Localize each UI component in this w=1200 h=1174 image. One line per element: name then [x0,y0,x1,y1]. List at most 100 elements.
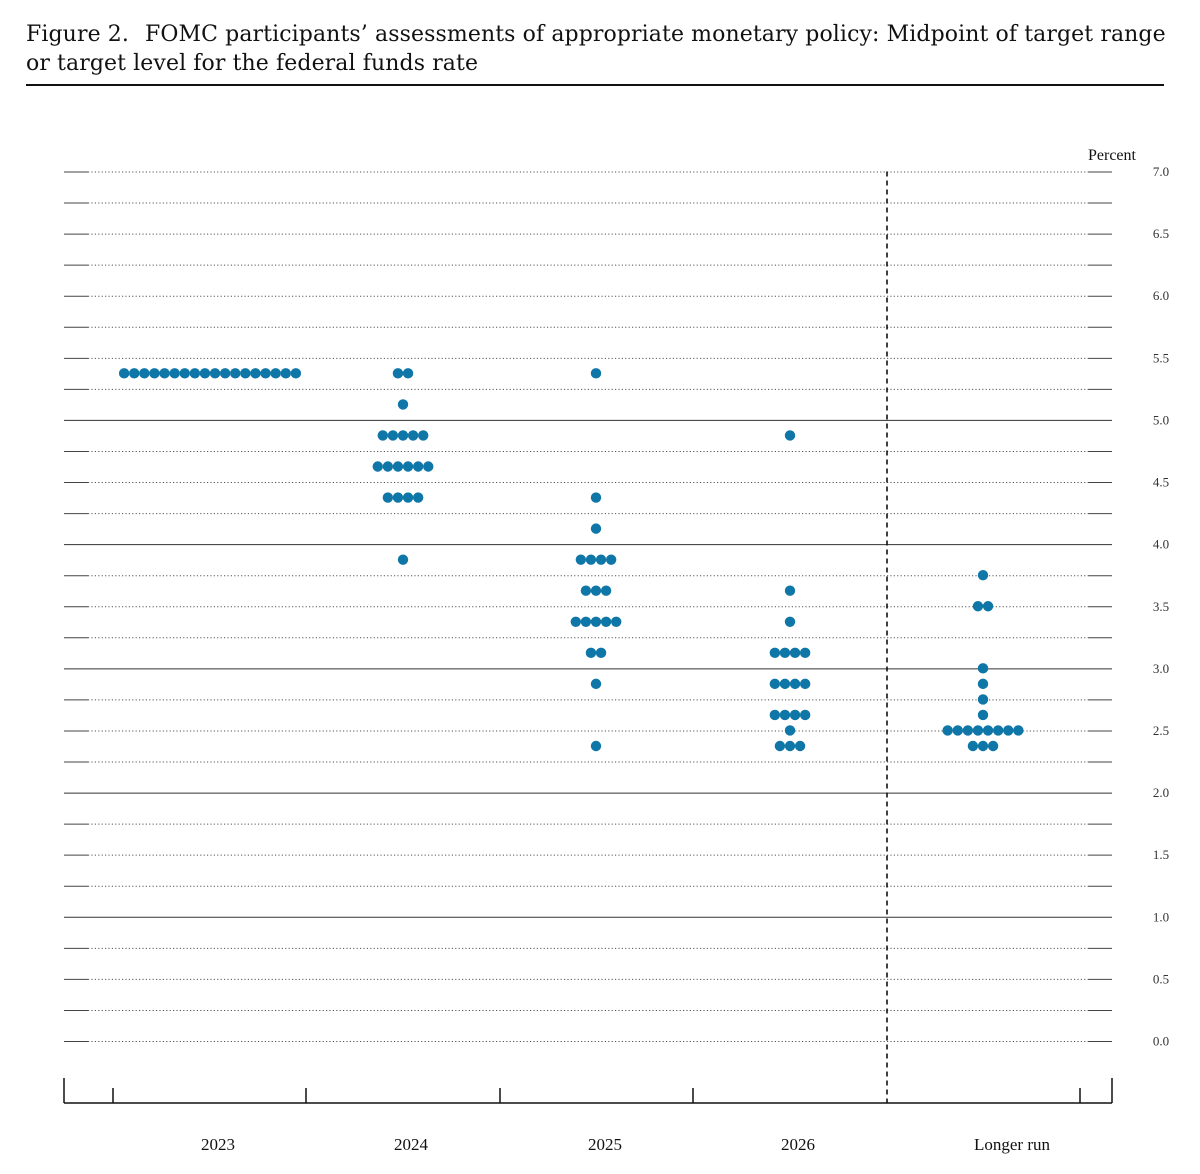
participant-dot [789,647,801,659]
y-tick-label: 0.5 [1153,971,1169,986]
participant-dot [129,368,140,379]
participant-dot [784,430,796,441]
participant-dot [774,740,786,752]
title-rule [26,84,1164,86]
participant-dot [952,725,963,736]
participant-dot [600,616,612,627]
participant-dot [402,368,414,379]
participant-dot [590,585,602,596]
participant-dot [595,647,607,659]
participant-dot [789,678,801,690]
grid-lines [64,171,1112,1042]
participant-dot [967,740,979,752]
participant-dot [982,725,994,736]
participant-dot [942,725,953,736]
participant-dot [992,725,1004,736]
y-tick-label: 1.5 [1153,847,1169,862]
y-tick-label: 2.0 [1153,785,1169,800]
x-category-label: 2024 [394,1135,429,1154]
participant-dot [149,368,160,379]
participant-dot [972,725,984,736]
participant-dot [397,430,409,441]
y-tick-label: 6.5 [1153,226,1169,241]
participant-dot [219,368,231,379]
participant-dot [799,678,811,690]
y-tick-label: 5.5 [1153,350,1169,365]
y-tick-label: 1.0 [1153,909,1169,924]
participant-dot [280,368,291,379]
participant-dot [590,492,602,503]
participant-dot [590,523,602,534]
y-tick-label: 5.0 [1153,412,1169,427]
participant-dot [250,368,261,379]
participant-dot [977,678,989,690]
participant-dot [189,368,201,379]
participant-dot [784,616,796,627]
participant-dot [784,585,796,596]
participant-dot [962,725,974,736]
y-tick-label: 4.5 [1153,475,1169,490]
y-tick-label: 2.5 [1153,723,1169,738]
axis-labels: Percent 7.0 6.5 6.0 5.5 5.0 4.5 4.0 3.5 3.0 2.5 2.0… [201,147,1169,1154]
participant-dot [977,569,989,581]
participant-dot [580,616,592,627]
participant-dot [977,740,989,752]
x-axis [63,171,1113,1104]
participant-dot [769,709,781,721]
participant-dot [784,740,796,752]
participant-dot [779,709,791,721]
y-tick-label: 3.5 [1153,599,1169,614]
participant-dot [412,461,424,472]
participant-dot [605,554,617,565]
figure-title-text: FOMC participants’ assessments of approp… [26,22,1166,76]
participant-dot [412,492,424,503]
participant-dot [794,740,806,752]
participant-dot [392,492,404,503]
participant-dot [260,368,271,379]
participant-dot [372,461,383,472]
participant-dot [397,554,409,565]
participant-dot [590,740,602,752]
participant-dot [799,647,811,659]
participant-dot [987,740,999,752]
x-category-label: Longer run [974,1135,1051,1154]
participant-dot [423,461,434,472]
participant-dot [159,368,170,379]
participant-dot [377,430,388,441]
y-axis-unit-label: Percent [1088,147,1137,164]
participant-dot [387,430,399,441]
participant-dot [977,709,989,721]
participant-dot [382,461,394,472]
participant-dot [402,461,414,472]
figure-number: Figure 2. [26,22,129,47]
participant-dot [575,554,587,565]
participant-dot [382,492,394,503]
participant-dot [585,554,597,565]
participant-dot [179,368,190,379]
participant-dot [611,616,622,627]
participant-dot [139,368,150,379]
y-tick-label: 4.0 [1153,537,1169,552]
participant-dot [600,585,612,596]
participant-dot [585,647,597,659]
participant-dot [169,368,180,379]
participant-dot [1003,725,1014,736]
x-category-label: 2025 [588,1135,622,1154]
participant-dot [779,678,791,690]
participant-dot [799,709,811,721]
participant-dot [290,368,302,379]
participant-dot [392,368,404,379]
participant-dot [397,399,409,410]
participant-dot [230,368,241,379]
participant-dot [402,492,414,503]
participant-dot [595,554,607,565]
participant-dot [570,616,581,627]
participant-dot [199,368,211,379]
participant-dot [977,694,989,705]
y-tick-label: 3.0 [1153,661,1169,676]
participant-dot [590,368,602,379]
participant-dot [270,368,281,379]
participant-dot [590,678,602,690]
x-category-label: 2026 [781,1135,815,1154]
